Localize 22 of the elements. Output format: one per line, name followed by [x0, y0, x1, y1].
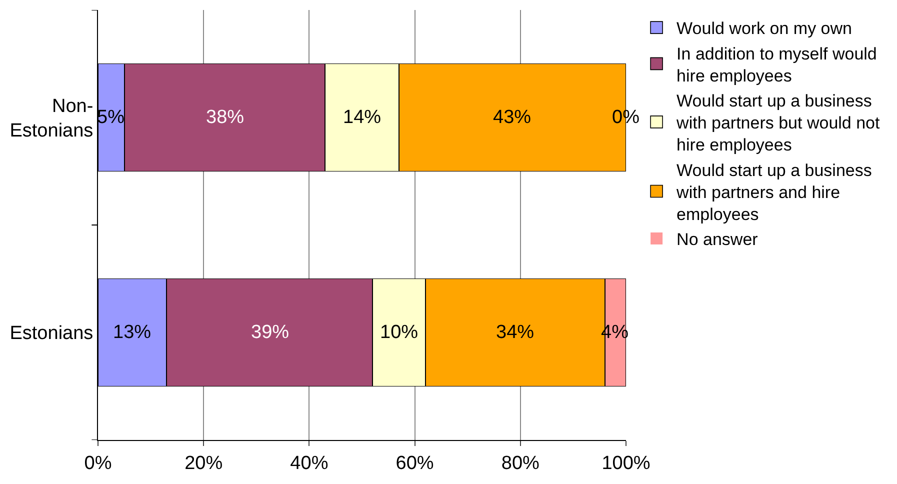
data-label: 38%: [206, 107, 244, 128]
x-tick-label: 60%: [396, 452, 434, 474]
y-tick-label: Non-Estonians: [10, 96, 94, 142]
data-label: 39%: [251, 322, 290, 343]
x-tick-label: 0%: [84, 452, 112, 474]
x-tick-label: 20%: [184, 452, 223, 474]
legend-label: Would work on my own: [676, 19, 852, 38]
data-label: 10%: [380, 322, 418, 343]
legend-label: No answer: [676, 230, 758, 250]
data-label: 13%: [113, 322, 152, 343]
x-tick-label: 40%: [290, 452, 328, 474]
legend-label: Would start up a business with partners but would not hire employees: [676, 91, 880, 155]
data-label: 5%: [97, 107, 125, 128]
x-tick-label: 100%: [602, 452, 650, 474]
y-tick-label: Estonians: [10, 323, 94, 344]
legend-label: Would start up a business with partners and hire employees: [676, 160, 872, 224]
data-label: 14%: [343, 107, 382, 128]
data-label: 34%: [496, 322, 534, 343]
legend-label: In addition to myself would hire employees: [676, 44, 877, 86]
data-label: 43%: [493, 107, 532, 128]
data-label: 0%: [612, 107, 640, 128]
x-tick-label: 80%: [501, 452, 540, 474]
